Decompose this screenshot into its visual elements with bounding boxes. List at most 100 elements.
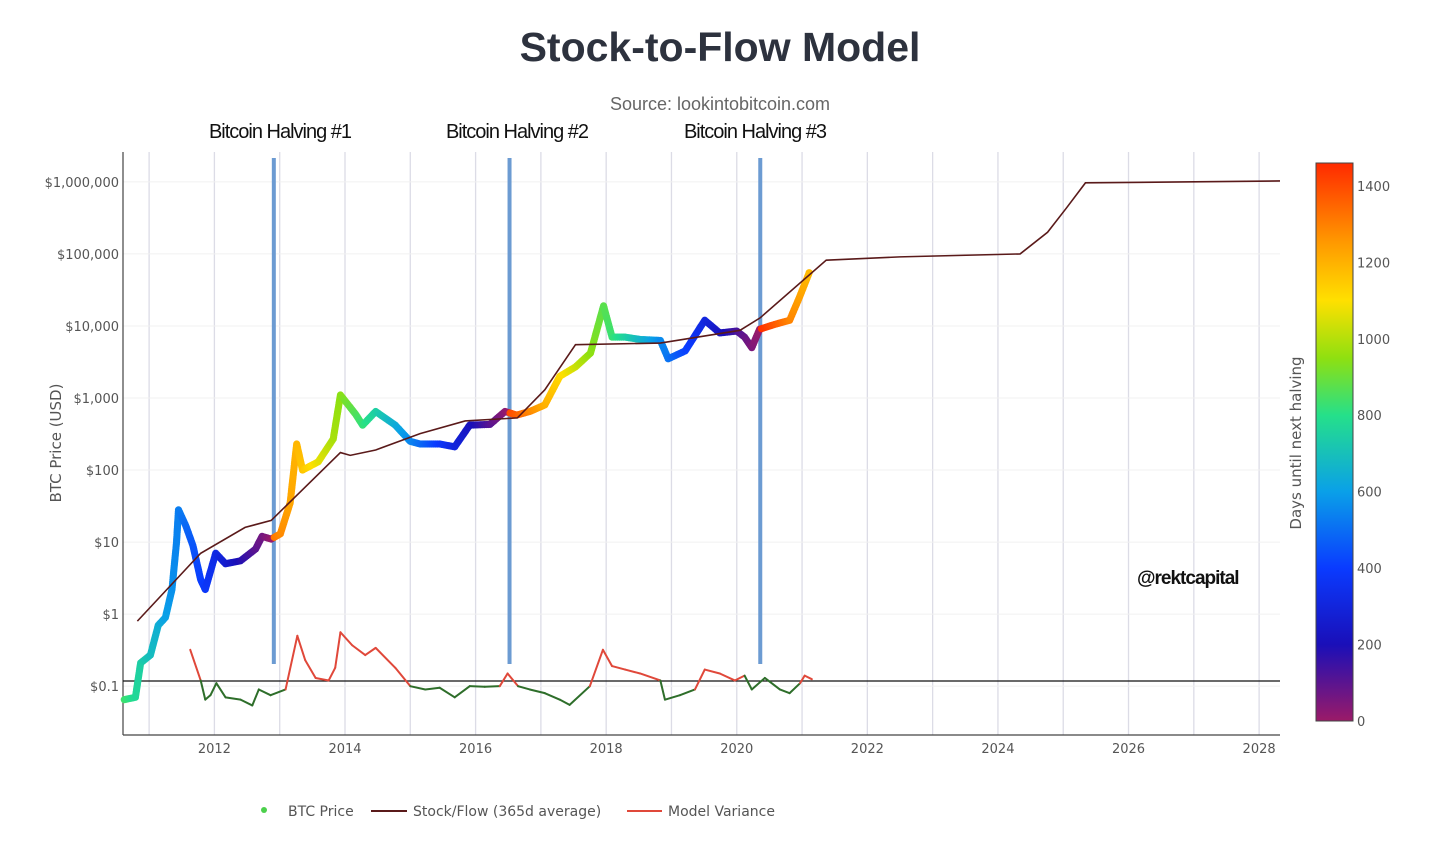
- variance-segment: [199, 679, 207, 701]
- legend-btc-price-label[interactable]: BTC Price: [288, 804, 354, 820]
- x-tick-label: 2012: [198, 742, 231, 757]
- x-tick-label: 2022: [851, 742, 884, 757]
- halving-lines: [271, 158, 763, 664]
- watermark: @rektcapital: [1137, 568, 1240, 589]
- colorbar-tick-label: 1200: [1357, 256, 1390, 271]
- colorbar-tick-label: 800: [1357, 409, 1382, 424]
- chart-source: Source: lookintobitcoin.com: [609, 94, 831, 114]
- variance-segment: [517, 685, 531, 691]
- y-tick-label: $1,000,000: [45, 176, 119, 191]
- variance-segment: [215, 682, 227, 699]
- x-tick-label: 2026: [1112, 742, 1145, 757]
- y-tick-label: $100: [86, 464, 119, 479]
- variance-segment: [394, 666, 412, 688]
- variance-segment: [788, 682, 802, 695]
- variance-segment: [296, 634, 307, 662]
- x-tick-label: 2014: [328, 742, 361, 757]
- variance-segment: [588, 648, 604, 688]
- variance-segment: [624, 668, 642, 675]
- halving-2-label: Bitcoin Halving #2: [445, 121, 589, 143]
- colorbar: 0 200 400 600 800 1000 1200 1400: [1315, 162, 1390, 730]
- y-tick-label: $0.1: [90, 680, 119, 695]
- variance-segment: [663, 694, 681, 701]
- variance-segment: [743, 674, 753, 691]
- y-tick-label: $10: [94, 536, 119, 551]
- variance-segment: [224, 696, 242, 701]
- variance-segment: [718, 672, 736, 682]
- variance-segment: [659, 679, 666, 701]
- variance-segment: [483, 685, 501, 688]
- colorbar-gradient: [1315, 162, 1354, 722]
- model-variance-series: [123, 631, 1280, 707]
- variance-segment: [750, 676, 766, 691]
- colorbar-tick-label: 400: [1357, 562, 1382, 577]
- variance-segment: [639, 672, 662, 682]
- legend: BTC Price Stock/Flow (365d average) Mode…: [261, 804, 775, 820]
- variance-segment: [803, 674, 813, 681]
- x-tick-label: 2016: [459, 742, 492, 757]
- btc-price-series: [120, 269, 813, 704]
- y-axis-title: BTC Price (USD): [47, 384, 65, 503]
- variance-segment: [251, 688, 260, 707]
- variance-segment: [558, 698, 571, 706]
- legend-btc-price-marker: [261, 807, 267, 813]
- variance-segment: [239, 698, 254, 707]
- colorbar-tick-label: 0: [1357, 715, 1365, 730]
- variance-segment: [506, 672, 520, 688]
- y-tick-label: $1,000: [74, 392, 120, 407]
- variance-segment: [424, 686, 441, 691]
- variance-segment: [209, 682, 218, 697]
- variance-segment: [568, 685, 591, 706]
- variance-segment: [339, 631, 354, 647]
- chart-title: Stock-to-Flow Model: [519, 24, 921, 70]
- variance-segment: [763, 676, 781, 691]
- variance-segment: [351, 644, 367, 657]
- variance-segment: [528, 688, 546, 695]
- variance-segment: [678, 688, 696, 697]
- variance-segment: [611, 665, 627, 671]
- variance-segment: [498, 672, 509, 688]
- variance-segment: [778, 688, 791, 695]
- colorbar-title: Days until next halving: [1287, 356, 1305, 529]
- variance-segment: [257, 688, 272, 697]
- variance-segment: [269, 688, 287, 697]
- variance-segment: [453, 685, 471, 699]
- colorbar-tick-label: 200: [1357, 639, 1382, 654]
- variance-segment: [799, 674, 806, 685]
- axes: $1,000,000 $100,000 $10,000 $1,000 $100 $10 $1…: [45, 152, 1280, 757]
- variance-segment: [304, 659, 317, 679]
- variance-segment: [189, 648, 202, 682]
- stock-flow-line: [136, 180, 1281, 622]
- variance-segment: [468, 685, 486, 688]
- variance-segment: [733, 674, 746, 682]
- variance-segment: [543, 692, 561, 701]
- colorbar-tick-label: 600: [1357, 486, 1382, 501]
- x-tick-label: 2018: [590, 742, 623, 757]
- colorbar-tick-label: 1400: [1357, 180, 1390, 195]
- variance-segment: [409, 685, 427, 691]
- stock-flow-series: [136, 180, 1281, 622]
- halving-1-label: Bitcoin Halving #1: [208, 121, 352, 143]
- variance-segment: [204, 694, 212, 701]
- variance-segment: [703, 668, 721, 675]
- variance-segment: [364, 646, 377, 657]
- variance-segment: [601, 648, 614, 668]
- x-tick-label: 2028: [1243, 742, 1276, 757]
- y-tick-label: $1: [102, 608, 119, 623]
- variance-segment: [693, 668, 706, 691]
- variance-segment: [327, 666, 337, 682]
- variance-segment: [374, 646, 397, 669]
- colorbar-tick-label: 1000: [1357, 333, 1390, 348]
- btc-price-point: [805, 269, 813, 277]
- variance-segment: [334, 631, 342, 669]
- legend-variance-label[interactable]: Model Variance: [668, 804, 775, 820]
- halving-3-label: Bitcoin Halving #3: [683, 121, 827, 143]
- y-tick-label: $100,000: [57, 248, 119, 263]
- variance-segment: [284, 634, 299, 691]
- variance-segment: [314, 676, 330, 682]
- legend-s2f-label[interactable]: Stock/Flow (365d average): [413, 804, 601, 820]
- variance-segment: [438, 686, 456, 699]
- x-tick-label: 2020: [720, 742, 753, 757]
- y-tick-label: $10,000: [65, 320, 119, 335]
